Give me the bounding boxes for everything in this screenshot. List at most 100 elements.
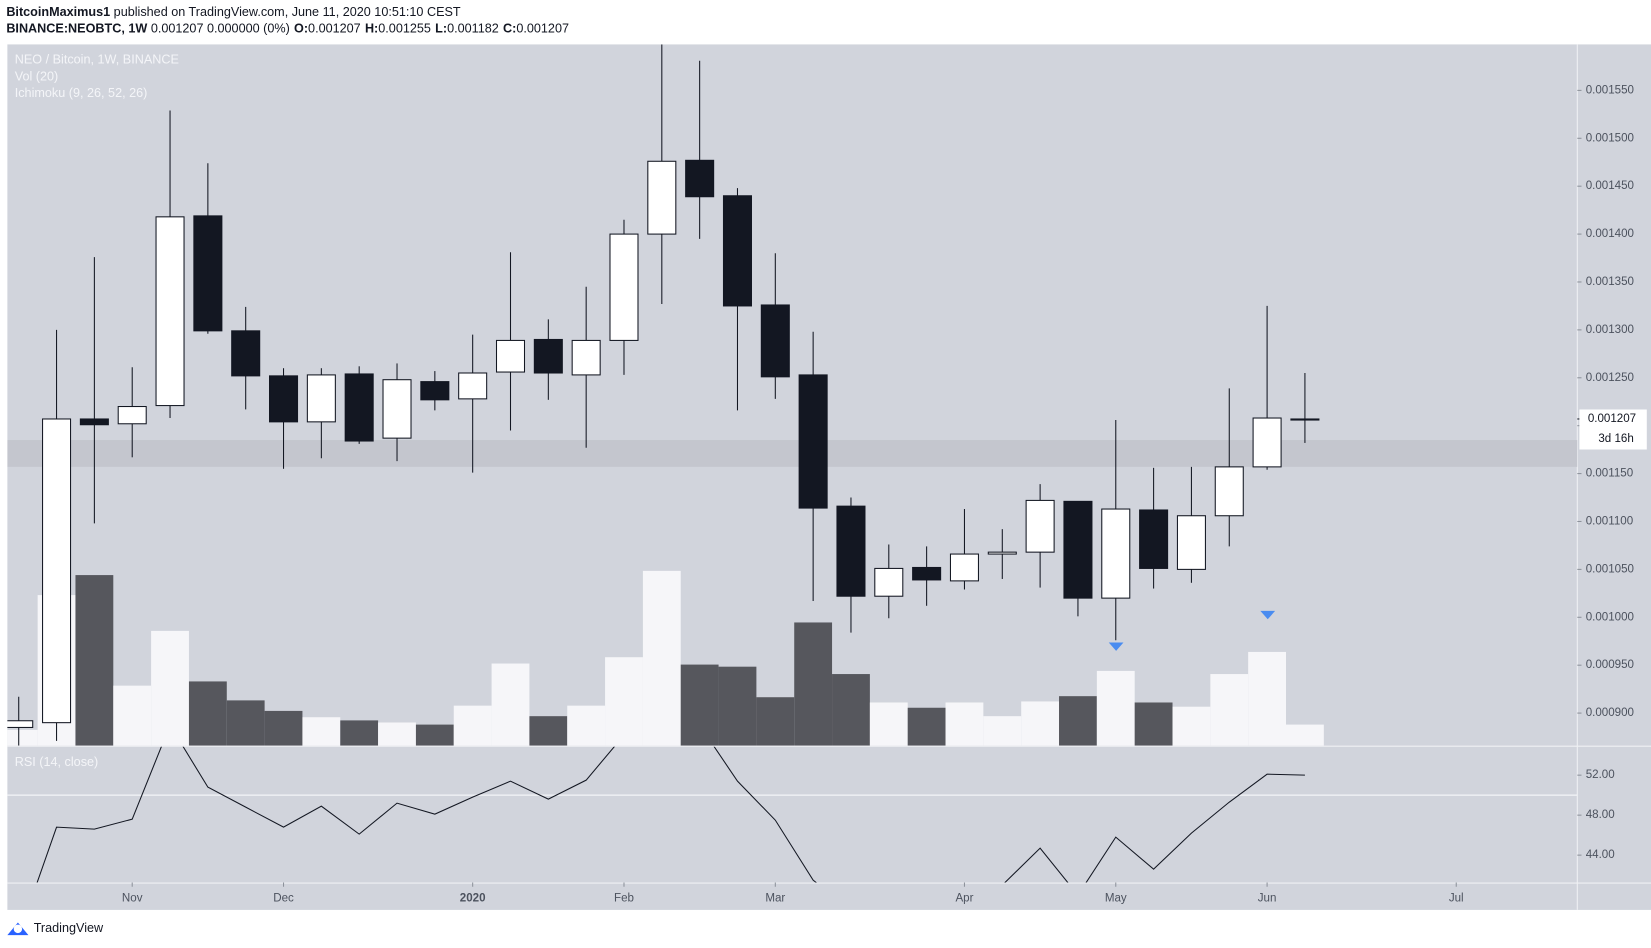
x-tick-label: Apr [955,892,973,904]
candle-body [760,304,790,378]
volume-bar [188,681,227,746]
volume-bar [7,729,38,746]
candle-body [874,567,904,597]
volume-bar [642,570,681,746]
volume-bar [1134,702,1173,746]
signal-marker [1108,642,1124,651]
volume-bar [1059,696,1097,746]
x-tick-label: Dec [273,892,294,904]
chart-background [7,44,1651,910]
volume-bar [415,724,454,746]
candle-body [1101,508,1131,599]
volume-bar [1096,670,1135,746]
quote: 0.001207 0.000000 (0%) [151,22,290,36]
volume-bar [718,666,757,746]
volume-bar [529,716,568,746]
candle-body [912,566,942,581]
volume-bar [832,674,870,746]
rsi-tick-label: 44.00 [1586,849,1615,861]
published: published on TradingView.com, June 11, 2… [114,5,461,19]
author: BitcoinMaximus1 [6,5,110,19]
candle-body [495,339,526,373]
signal-marker [1260,610,1276,620]
candle-body [117,405,147,425]
header-line1: BitcoinMaximus1 published on TradingView… [6,5,461,19]
volume-bar [453,705,492,746]
x-tick-label: May [1105,892,1127,904]
x-tick-label: Mar [765,892,785,904]
candle-body [1252,417,1282,468]
ohlc-value: 0.001255 [378,22,431,36]
volume-bar [113,685,152,746]
volume-bar [226,700,265,746]
ohlc-value: 0.001182 [447,22,499,36]
rsi-legend: RSI (14, close) [15,755,98,769]
chart-title: NEO / Bitcoin, 1W, BINANCE [15,53,179,67]
candle-body [79,418,109,426]
x-tick-label: Feb [614,892,634,904]
volume-bar [378,722,416,746]
volume-bar [983,716,1022,746]
candle-body [306,374,336,423]
candle-body [1025,499,1055,553]
volume-bar [756,697,795,746]
last-price-label: 0.001207 [1588,413,1636,425]
candle-body [42,418,72,724]
y-tick-label: 0.001250 [1586,372,1634,384]
volume-bar [340,720,379,746]
axes: 0.000900 0.000950 0.001000 0.001050 0.001100… [122,84,1647,904]
candle-body [571,339,601,376]
candle-body [949,553,979,582]
last-price-tag [1579,409,1647,450]
volume-bar [945,702,984,746]
candle-body [1063,500,1093,599]
ohlc-label: O: [294,22,308,36]
volume-bar [869,702,908,746]
candle-body [344,373,374,442]
y-tick-label: 0.001150 [1586,468,1633,480]
y-tick-label: 0.001350 [1586,276,1634,288]
volume-bar [491,663,530,746]
ohlc-label: C: [503,22,516,36]
candle-body [1214,466,1244,517]
candle-body [798,374,828,509]
y-tick-label: 0.001550 [1586,84,1634,96]
x-tick-label: Nov [122,892,143,904]
candle-body [533,338,563,374]
volume-bar [302,717,341,746]
candle-body [722,195,753,307]
symbol: BINANCE:NEOBTC, 1W [6,22,147,36]
candle-body [155,216,185,407]
y-tick-label: 0.001300 [1586,324,1634,336]
volume-legend: Vol (20) [15,69,59,83]
ohlc-label: L: [435,22,447,36]
support-zone [7,440,1578,467]
volume-bar [264,710,303,746]
x-tick-label: 2020 [460,892,486,904]
rsi-tick-label: 48.00 [1586,809,1615,821]
volume-bar [1021,701,1060,746]
y-tick-label: 0.001100 [1586,516,1633,528]
rsi-line [36,746,1305,883]
price-pane [7,44,1578,746]
rsi-tick-label: 52.00 [1586,769,1615,781]
volume-bar [907,707,946,746]
candle-body [1290,418,1320,421]
header-line2: BINANCE:NEOBTC, 1W 0.001207 0.000000 (0%… [6,22,569,36]
volume-bar [794,622,833,746]
footer-logo [7,922,29,936]
ichimoku-legend: Ichimoku (9, 26, 52, 26) [15,86,148,100]
candle-body [420,381,450,401]
candle-body [609,233,639,341]
y-tick-label: 0.001050 [1586,563,1634,575]
ohlc-value: 0.001207 [308,22,361,36]
x-tick-label: Jul [1449,892,1464,904]
volume-bar [680,664,719,746]
footer-brand: TradingView [34,921,104,935]
candle-body [193,215,223,332]
volume-bar [151,630,189,746]
volume-bar [1172,706,1211,746]
y-tick-label: 0.000900 [1586,707,1634,719]
